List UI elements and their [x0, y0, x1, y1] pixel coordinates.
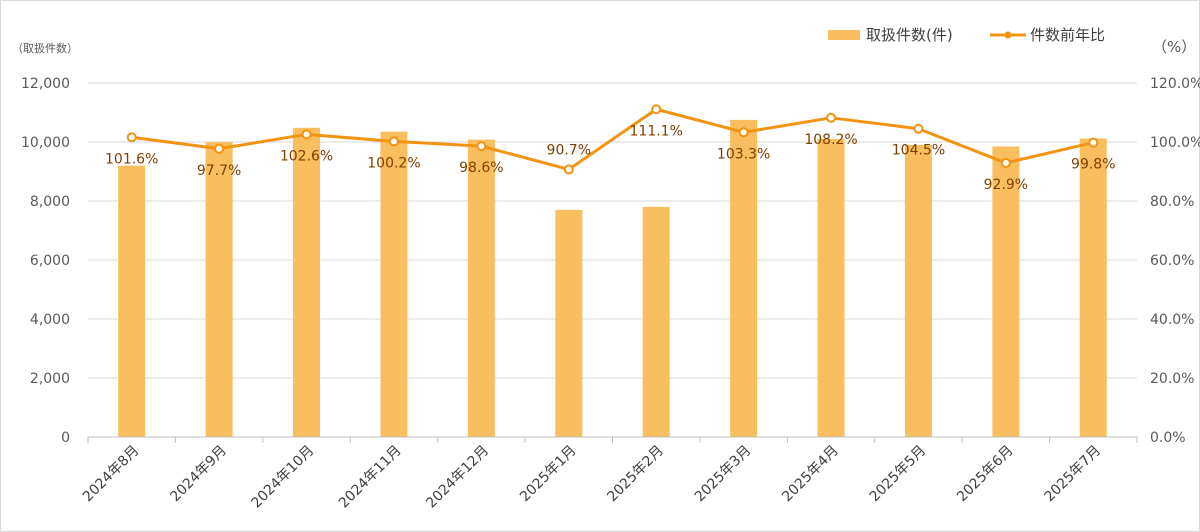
category-label: 2025年5月 [867, 443, 930, 506]
line-point [476, 141, 487, 152]
line-data-label: 97.7% [197, 163, 241, 179]
category-label: 2024年11月 [336, 443, 405, 512]
right-tick-label: 60.0% [1150, 253, 1194, 269]
legend-bar-label: 取扱件数(件) [866, 26, 953, 44]
left-tick-label: 4,000 [30, 312, 70, 328]
bar-series [118, 119, 1107, 438]
line-data-label: 111.1% [630, 123, 683, 139]
line-data-label: 100.2% [367, 155, 420, 171]
bar [642, 206, 670, 437]
right-tick-label: 80.0% [1150, 194, 1194, 210]
left-tick-label: 2,000 [30, 371, 70, 387]
line-data-label: 101.6% [105, 151, 158, 167]
bar [904, 144, 932, 437]
right-tick-label: 100.0% [1150, 135, 1200, 151]
category-label: 2024年9月 [167, 443, 230, 506]
bar [730, 119, 758, 437]
line-point [913, 123, 924, 134]
left-tick-label: 12,000 [21, 76, 70, 92]
category-label: 2025年4月 [779, 443, 842, 506]
line-data-label: 102.6% [280, 148, 333, 164]
line-point [214, 143, 225, 154]
line-point [563, 164, 574, 175]
line-data-label: 104.5% [892, 143, 945, 159]
right-tick-label: 40.0% [1150, 312, 1194, 328]
right-tick-label: 0.0% [1150, 430, 1186, 446]
left-axis-unit-label: （取扱件数） [12, 41, 78, 55]
bar [205, 142, 233, 437]
category-label: 2025年3月 [692, 443, 755, 506]
right-tick-label: 20.0% [1150, 371, 1194, 387]
left-tick-label: 6,000 [30, 253, 70, 269]
line-point [1088, 137, 1099, 148]
line-point [126, 132, 137, 143]
line-path [131, 107, 1094, 171]
data-labels: 101.6% 97.7% 102.6% 100.2% 98.6% 90.7% 111.1% 1… [105, 123, 1116, 193]
left-tick-label: 10,000 [21, 135, 70, 151]
legend-bar-swatch [828, 30, 860, 40]
category-label: 2025年6月 [954, 443, 1017, 506]
line-data-label: 92.9% [984, 177, 1028, 193]
line-point [651, 104, 662, 115]
line-data-label: 98.6% [459, 160, 503, 176]
line-point [301, 129, 312, 140]
category-label: 2024年10月 [248, 443, 317, 512]
right-axis-unit-label: （%） [1152, 38, 1196, 56]
bar [555, 209, 583, 437]
line-point [388, 136, 399, 147]
left-tick-label: 8,000 [30, 194, 70, 210]
line-point [1000, 157, 1011, 168]
left-tick-label: 0 [61, 430, 70, 446]
bar [380, 131, 408, 438]
category-label: 2024年12月 [423, 443, 492, 512]
legend: 取扱件数(件) 件数前年比 [828, 26, 1105, 44]
category-label: 2025年1月 [517, 443, 580, 506]
right-tick-label: 120.0% [1150, 76, 1200, 92]
bar [467, 139, 495, 437]
bar [293, 127, 321, 437]
bar [118, 165, 146, 437]
bar [817, 139, 845, 438]
line-point [738, 127, 749, 138]
line-data-label: 108.2% [804, 132, 857, 148]
gridlines [88, 82, 1137, 379]
bar [1079, 138, 1107, 437]
line-data-label: 90.7% [547, 142, 591, 158]
line-data-label: 103.3% [717, 146, 770, 162]
category-label: 2025年2月 [604, 443, 667, 506]
line-series [126, 104, 1099, 175]
legend-line-marker [1004, 31, 1012, 39]
legend-line-label: 件数前年比 [1030, 26, 1105, 44]
bar [992, 146, 1020, 438]
line-point [826, 112, 837, 123]
line-data-label: 99.8% [1071, 157, 1115, 173]
category-label: 2025年7月 [1042, 443, 1105, 506]
category-label: 2024年8月 [80, 443, 143, 506]
